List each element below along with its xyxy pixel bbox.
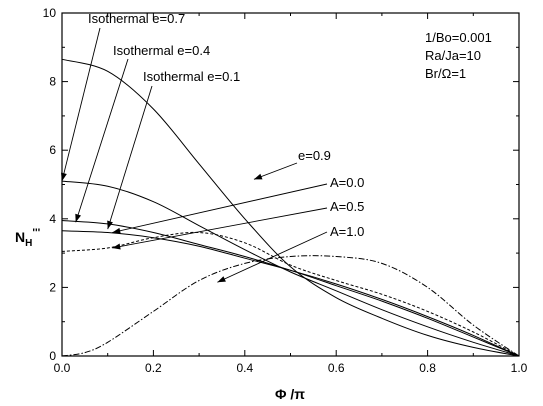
x-axis-label: Φ /π — [275, 386, 305, 402]
annotation-iso-01: Isothermal e=0.1 — [143, 69, 240, 84]
series-line-4 — [61, 231, 520, 357]
annotation-a10: A=1.0 — [330, 224, 364, 239]
y-tick-label: 6 — [49, 143, 56, 157]
series-line-0 — [61, 58, 520, 357]
y-tick-label: 0 — [49, 349, 56, 363]
param-br: Br/Ω=1 — [425, 66, 466, 81]
x-tick-label: 0.8 — [419, 361, 436, 375]
annotation-arrowhead — [61, 172, 67, 182]
annotation-arrow-line — [61, 27, 101, 182]
annotation-arrowhead — [253, 173, 263, 180]
plot-frame — [61, 12, 520, 357]
annotation-a00: A=0.0 — [330, 175, 364, 190]
y-tick-label: 4 — [49, 212, 56, 226]
annotation-iso-04: Isothermal e=0.4 — [113, 43, 210, 58]
y-axis-label-main: N — [15, 229, 25, 245]
series-line-1 — [61, 180, 520, 357]
annotation-arrow-line — [217, 231, 328, 283]
axis-ticks: 0.0 0.2 0.4 0.6 0.8 1.0 0 2 4 6 8 10 — [43, 6, 528, 375]
annotation-arrows — [61, 27, 328, 283]
y-tick-label: 2 — [49, 280, 56, 294]
x-tick-label: 0.2 — [145, 361, 162, 375]
annotation-arrow-line — [112, 207, 328, 249]
y-axis-label-sub: H — [25, 238, 32, 249]
annotation-e09: e=0.9 — [298, 148, 331, 163]
annotation-arrowhead — [217, 276, 226, 283]
annotation-arrowhead — [75, 213, 82, 223]
x-tick-label: 1.0 — [511, 361, 528, 375]
annotation-iso-07: Isothermal e=0.7 — [88, 11, 185, 26]
annotation-arrowhead — [112, 243, 121, 250]
annotation-arrowhead — [112, 227, 121, 234]
y-axis-label: NH''' — [15, 227, 41, 249]
param-bo: 1/Bo=0.001 — [425, 30, 492, 45]
annotation-arrow-line — [112, 183, 328, 233]
annotation-a05: A=0.5 — [330, 199, 364, 214]
param-raja: Ra/Ja=10 — [425, 48, 481, 63]
y-tick-label: 8 — [49, 75, 56, 89]
x-tick-label: 0.6 — [328, 361, 345, 375]
series-layer — [61, 58, 520, 357]
annotation-arrow-line — [107, 85, 153, 230]
series-line-3 — [61, 230, 520, 357]
x-tick-label: 0.4 — [236, 361, 253, 375]
y-axis-label-sup: ''' — [32, 227, 40, 239]
x-tick-label: 0.0 — [54, 361, 71, 375]
series-line-2 — [61, 220, 520, 357]
y-tick-label: 10 — [43, 6, 57, 20]
annotation-arrow-line — [75, 58, 129, 223]
annotation-arrowhead — [107, 220, 113, 230]
